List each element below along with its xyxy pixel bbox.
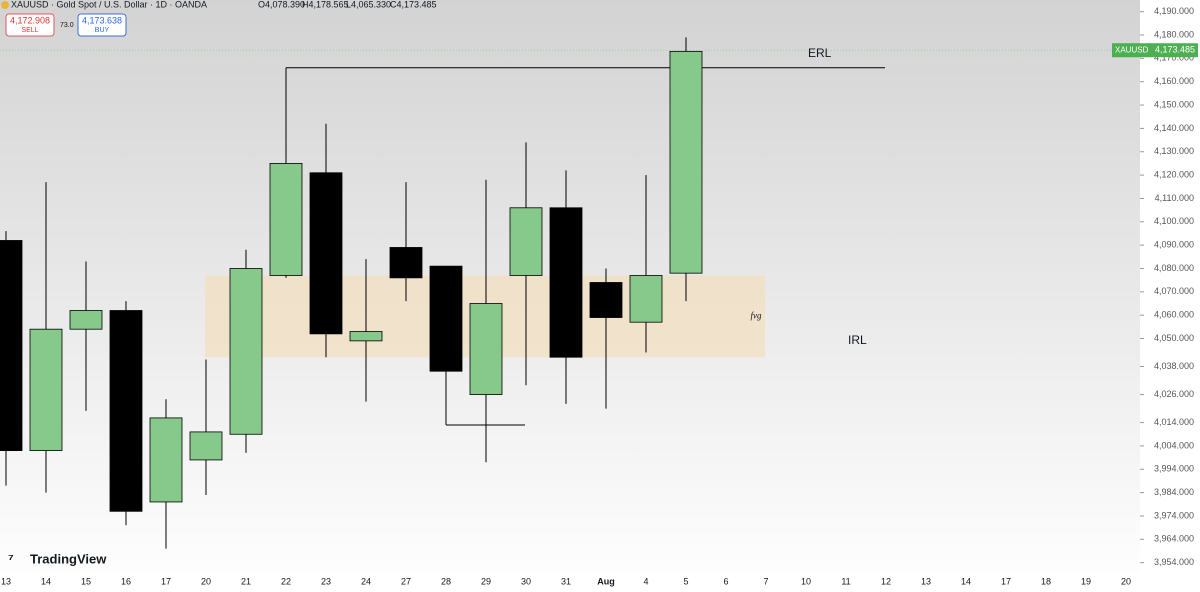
x-tick-label: 24	[361, 576, 371, 586]
candle-body	[349, 331, 383, 342]
last-price-symbol: XAUUSD	[1115, 45, 1149, 54]
candle-body	[629, 275, 663, 323]
y-tick-label: 4,038.000	[1154, 361, 1194, 371]
y-tick-label: 3,964.000	[1154, 534, 1194, 544]
candle-body	[189, 431, 223, 461]
y-tick-label: 4,004.000	[1154, 440, 1194, 450]
x-tick-label: Aug	[597, 576, 615, 586]
symbol-icon	[1, 1, 9, 9]
ohlc-open: O4,078.390	[258, 0, 305, 9]
ohlc-low: L4,065.330	[346, 0, 391, 9]
y-tick-label: 4,070.000	[1154, 286, 1194, 296]
ohlc-high: H4,178.565	[302, 0, 349, 9]
x-tick-label: 5	[683, 576, 688, 586]
ohlc-close: C4,173.485	[390, 0, 437, 9]
y-tick-label: 4,100.000	[1154, 216, 1194, 226]
fvg-label: fvg	[751, 310, 762, 320]
sell-button[interactable]: 4,172.908 SELL	[5, 13, 55, 37]
x-tick-label: 17	[1001, 576, 1011, 586]
x-tick-label: 21	[241, 576, 251, 586]
candle-body	[469, 303, 503, 395]
y-tick-label: 4,140.000	[1154, 123, 1194, 133]
last-price-tag	[1112, 43, 1198, 58]
candle-body	[309, 172, 343, 335]
time-axis	[0, 572, 1200, 592]
x-tick-label: 18	[1041, 576, 1051, 586]
candle-body	[69, 310, 103, 330]
x-tick-label: 12	[881, 576, 891, 586]
y-tick-label: 4,026.000	[1154, 389, 1194, 399]
buy-box[interactable]	[77, 13, 127, 37]
x-tick-label: 27	[401, 576, 411, 586]
x-tick-label: 13	[921, 576, 931, 586]
x-tick-label: 15	[81, 576, 91, 586]
x-tick-label: 20	[201, 576, 211, 586]
logo-mark: ⁷	[8, 551, 14, 567]
logo: TradingView	[30, 551, 107, 566]
y-tick-label: 4,014.000	[1154, 417, 1194, 427]
candle-body	[229, 268, 263, 435]
x-tick-label: 7	[763, 576, 768, 586]
buy-price[interactable]: 4,173.638	[82, 15, 122, 25]
candle-body	[589, 282, 623, 318]
x-tick-label: 11	[841, 576, 850, 586]
y-tick-label: 4,160.000	[1154, 76, 1194, 86]
buy-button[interactable]: 4,173.638 BUY	[77, 13, 127, 37]
x-tick-label: 23	[321, 576, 331, 586]
y-tick-label: 4,130.000	[1154, 146, 1194, 156]
y-tick-label: 4,060.000	[1154, 310, 1194, 320]
y-tick-label: 4,080.000	[1154, 263, 1194, 273]
x-tick-label: 19	[1081, 576, 1091, 586]
buy-label[interactable]: BUY	[95, 27, 110, 34]
candle-body	[269, 163, 303, 276]
y-tick-label: 3,974.000	[1154, 510, 1194, 520]
y-tick-label: 4,180.000	[1154, 29, 1194, 39]
y-tick-label: 4,150.000	[1154, 99, 1194, 109]
y-tick-label: 4,050.000	[1154, 333, 1194, 343]
sell-box[interactable]	[5, 13, 55, 37]
candle-body	[669, 50, 703, 274]
x-tick-label: 22	[281, 576, 291, 586]
candle-body	[149, 417, 183, 503]
y-tick-label: 3,994.000	[1154, 464, 1194, 474]
y-tick-label: 4,110.000	[1155, 193, 1194, 203]
candle-body	[429, 265, 463, 372]
candle-body	[29, 328, 63, 451]
y-tick-label: 3,984.000	[1154, 487, 1194, 497]
x-tick-label: 20	[1121, 576, 1131, 586]
x-tick-label: 17	[161, 576, 171, 586]
x-tick-label: 16	[121, 576, 131, 586]
x-tick-label: 31	[561, 576, 571, 586]
y-tick-label: 4,170.000	[1154, 53, 1194, 63]
x-tick-label: 28	[441, 576, 451, 586]
x-tick-label: 14	[961, 576, 971, 586]
last-price-label: 4,173.485	[1155, 45, 1195, 55]
chart-title: XAUUSD · Gold Spot / U.S. Dollar · 1D · …	[11, 0, 207, 9]
y-tick-label: 4,190.000	[1154, 6, 1194, 16]
candle-body	[0, 240, 23, 451]
y-tick-label: 4,120.000	[1154, 169, 1194, 179]
sell-price[interactable]: 4,172.908	[10, 15, 50, 25]
spread: 73.0	[60, 22, 74, 29]
x-tick-label: 30	[521, 576, 531, 586]
x-tick-label: 14	[41, 576, 51, 586]
x-tick-label: 13	[1, 576, 11, 586]
candle-body	[109, 310, 143, 512]
y-tick-label: 3,954.000	[1154, 557, 1194, 567]
candle-body	[509, 207, 543, 276]
y-tick-label: 4,090.000	[1154, 240, 1194, 250]
candle-body	[549, 207, 583, 358]
sell-label[interactable]: SELL	[21, 27, 38, 34]
irl-label: IRL	[848, 333, 867, 347]
x-tick-label: 29	[481, 576, 491, 586]
x-tick-label: 4	[643, 576, 648, 586]
x-tick-label: 10	[801, 576, 811, 586]
candle-body	[389, 247, 423, 279]
price-axis	[1140, 0, 1200, 592]
plot: fvg IRL ERL	[0, 37, 1140, 549]
erl-label: ERL	[808, 46, 832, 60]
x-tick-label: 6	[723, 576, 728, 586]
